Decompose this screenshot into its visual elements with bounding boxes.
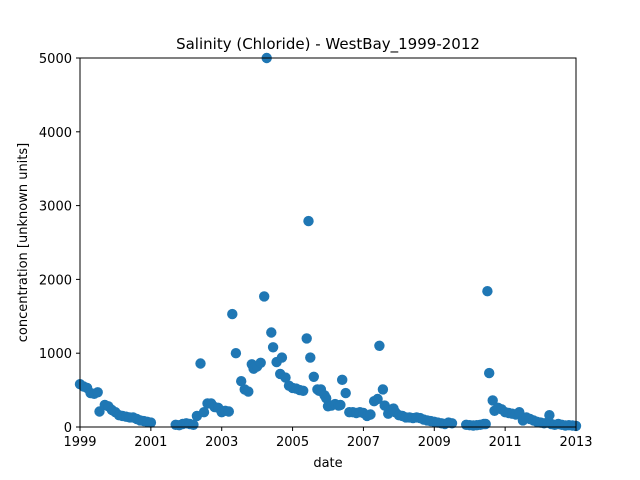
chart-title: Salinity (Chloride) - WestBay_1999-2012 [176, 35, 480, 54]
x-tick-label: 1999 [63, 435, 96, 450]
data-point [267, 342, 279, 353]
x-tick-label: 2013 [559, 435, 592, 450]
data-point [266, 327, 277, 338]
y-tick-label: 5000 [39, 52, 72, 67]
data-point [374, 340, 385, 351]
data-point [308, 371, 319, 382]
data-point [188, 419, 199, 430]
x-tick-label: 2005 [276, 435, 309, 450]
x-tick-label: 2007 [347, 435, 380, 450]
data-point [301, 333, 312, 344]
y-axis-label: concentration [unknown units] [16, 143, 31, 342]
x-axis: 1999 2001 2003 2005 2007 2009 2011 2013 [63, 427, 593, 450]
y-tick-label: 2000 [39, 273, 72, 288]
y-tick-label: 4000 [39, 126, 72, 141]
data-point [337, 374, 348, 385]
x-axis-label: date [313, 456, 342, 471]
data-point [92, 387, 103, 398]
x-tick-label: 2011 [489, 435, 522, 450]
x-tick-label: 2003 [205, 435, 238, 450]
data-point [255, 357, 266, 368]
plot-frame [79, 57, 577, 428]
y-tick-label: 3000 [39, 200, 72, 215]
data-point [365, 409, 376, 420]
data-point [480, 418, 491, 430]
data-point [236, 376, 247, 387]
data-point [195, 358, 206, 369]
data-point [243, 386, 254, 397]
data-point [230, 348, 242, 359]
data-point [223, 406, 234, 417]
x-tick-label: 2001 [134, 435, 167, 450]
data-point [446, 418, 458, 429]
data-points [74, 52, 582, 432]
x-tick-label: 2009 [418, 435, 451, 450]
data-point [544, 410, 555, 421]
data-point [259, 291, 270, 302]
data-point [340, 387, 351, 399]
data-point [280, 372, 291, 383]
data-point [372, 393, 383, 405]
y-tick-label: 1000 [39, 347, 72, 362]
data-point [305, 352, 316, 363]
data-point [303, 215, 314, 227]
data-point [145, 417, 157, 428]
data-point [198, 407, 210, 418]
data-point [321, 393, 332, 404]
data-point [484, 367, 495, 379]
data-point [487, 395, 498, 406]
data-point [227, 308, 238, 320]
y-tick-label: 0 [64, 421, 72, 436]
data-point [482, 286, 493, 297]
data-point [298, 385, 309, 396]
data-point [377, 384, 389, 395]
data-point [276, 352, 288, 363]
data-point [335, 399, 346, 411]
y-axis: 0 1000 2000 3000 4000 5000 [39, 52, 80, 436]
